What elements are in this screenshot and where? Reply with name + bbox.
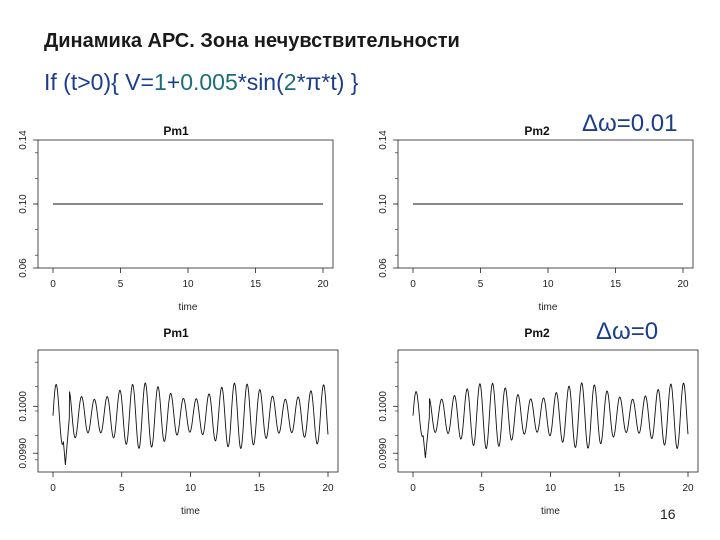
code-part-4: *π*t) } — [296, 69, 359, 95]
x-axis-label: time — [539, 302, 558, 313]
x-axis-label: time — [181, 506, 200, 517]
series-line — [52, 382, 329, 465]
x-tick-label: 0 — [410, 279, 416, 290]
panel-title: Pm1 — [163, 326, 189, 340]
delta-omega-label-bottom: Δω=0 — [596, 318, 659, 345]
code-part-2: + — [166, 69, 181, 95]
chart-panel-2: Pm2 0 5 10 15 20 time 0.06 0.10 0.14 — [378, 124, 694, 313]
x-tick-label: 0 — [50, 279, 56, 290]
code-number-1: 1 — [153, 69, 167, 95]
y-tick-label: 0.14 — [18, 130, 29, 150]
x-tick-label: 15 — [610, 279, 622, 290]
x-tick-label: 20 — [317, 279, 329, 290]
chart-panel-4: Pm2 0 5 10 15 20 time 0.0990 0.1000 — [378, 326, 699, 517]
y-tick-label: 0.06 — [378, 258, 389, 278]
y-tick-label: 0.06 — [18, 258, 29, 278]
delta-omega-label-top: Δω=0.01 — [582, 110, 678, 137]
y-tick-label: 0.1000 — [378, 391, 389, 422]
x-tick-label: 10 — [185, 483, 197, 494]
x-tick-label: 10 — [545, 483, 557, 494]
slide-title: Динамика АРС. Зона нечувствительности — [44, 30, 460, 52]
x-tick-label: 0 — [50, 483, 56, 494]
y-tick-label: 0.1000 — [18, 391, 29, 422]
panel-title: Pm1 — [163, 124, 189, 138]
chart-panel-3: Pm1 0 5 10 15 20 time 0.0990 0.1000 — [18, 326, 339, 517]
x-tick-label: 10 — [182, 279, 194, 290]
panel-title: Pm2 — [524, 326, 550, 340]
code-line: If (t>0){ V=1+0.005*sin(2*π*t) } — [44, 69, 358, 96]
y-tick-label: 0.10 — [18, 194, 29, 214]
y-tick-label: 0.0990 — [378, 438, 389, 469]
x-tick-label: 5 — [478, 279, 484, 290]
x-tick-label: 15 — [614, 483, 626, 494]
code-number-2: 0.005 — [180, 69, 238, 95]
x-tick-label: 15 — [250, 279, 262, 290]
y-tick-label: 0.14 — [378, 130, 389, 150]
series-line — [412, 382, 689, 458]
plot-frame — [37, 349, 339, 473]
plot-frame — [397, 349, 699, 473]
x-axis-label: time — [179, 302, 198, 313]
x-tick-label: 10 — [542, 279, 554, 290]
panel-title: Pm2 — [524, 124, 550, 138]
y-tick-label: 0.10 — [378, 194, 389, 214]
x-tick-label: 20 — [677, 279, 689, 290]
code-part-3: *sin( — [237, 69, 284, 95]
x-tick-label: 5 — [479, 483, 485, 494]
x-tick-label: 20 — [322, 483, 334, 494]
x-tick-label: 5 — [119, 483, 125, 494]
x-tick-label: 20 — [682, 483, 694, 494]
code-number-3: 2 — [283, 69, 297, 95]
y-tick-label: 0.0990 — [18, 438, 29, 469]
x-tick-label: 15 — [254, 483, 266, 494]
code-part-1: If (t>0){ V= — [44, 69, 154, 95]
chart-panel-1: Pm1 0 5 10 15 20 time 0.06 0.10 0.14 — [18, 124, 334, 313]
x-tick-label: 5 — [118, 279, 124, 290]
x-tick-label: 0 — [410, 483, 416, 494]
x-axis-label: time — [541, 506, 560, 517]
page-number: 16 — [660, 506, 676, 522]
